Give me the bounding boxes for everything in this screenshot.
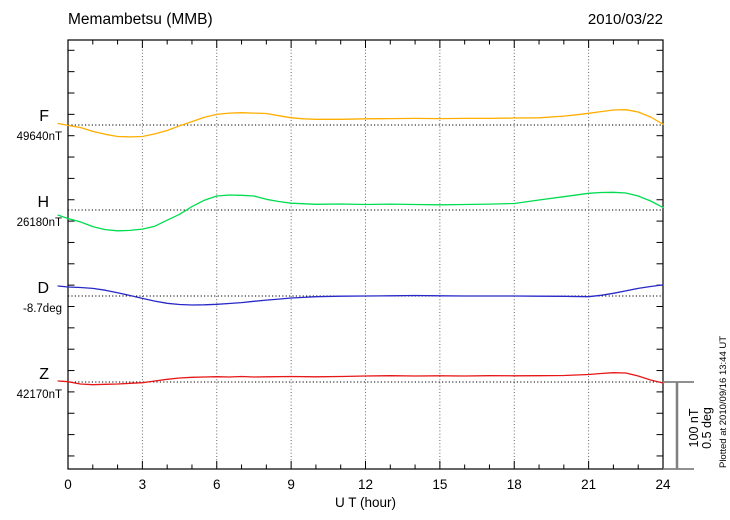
plot-date: 2010/03/22	[588, 11, 663, 28]
trace-D	[57, 284, 664, 306]
series-baseline-value-h: 26180nT	[17, 217, 62, 229]
trace-Z	[57, 372, 664, 386]
series-baseline-value-d: -8.7deg	[23, 303, 62, 315]
x-tick-15: 15	[432, 477, 447, 492]
series-label-z: Z	[39, 366, 49, 383]
series-label-h: H	[37, 194, 49, 211]
x-axis-label: U T (hour)	[335, 495, 396, 510]
x-tick-6: 6	[213, 477, 221, 492]
series-baseline-value-z: 42170nT	[17, 389, 62, 401]
trace-F	[57, 109, 664, 138]
scale-bar-label-deg: 0.5 deg	[700, 407, 714, 449]
x-tick-9: 9	[287, 477, 295, 492]
series-baseline-value-f: 49640nT	[17, 131, 62, 143]
x-tick-24: 24	[655, 477, 671, 492]
series-label-d: D	[37, 280, 49, 297]
x-tick-0: 0	[64, 477, 72, 492]
x-tick-18: 18	[507, 477, 522, 492]
x-tick-3: 3	[139, 477, 147, 492]
scale-bar-label-nt: 100 nT	[687, 408, 701, 447]
plotted-at-footnote: Plotted at 2010/09/16 13:44 UT	[718, 336, 729, 468]
series-label-f: F	[39, 108, 49, 125]
x-tick-21: 21	[581, 477, 596, 492]
x-tick-12: 12	[358, 477, 373, 492]
page-title: Memambetsu (MMB)	[68, 11, 213, 28]
trace-H	[57, 191, 664, 232]
plot-generated-layer	[57, 40, 694, 470]
